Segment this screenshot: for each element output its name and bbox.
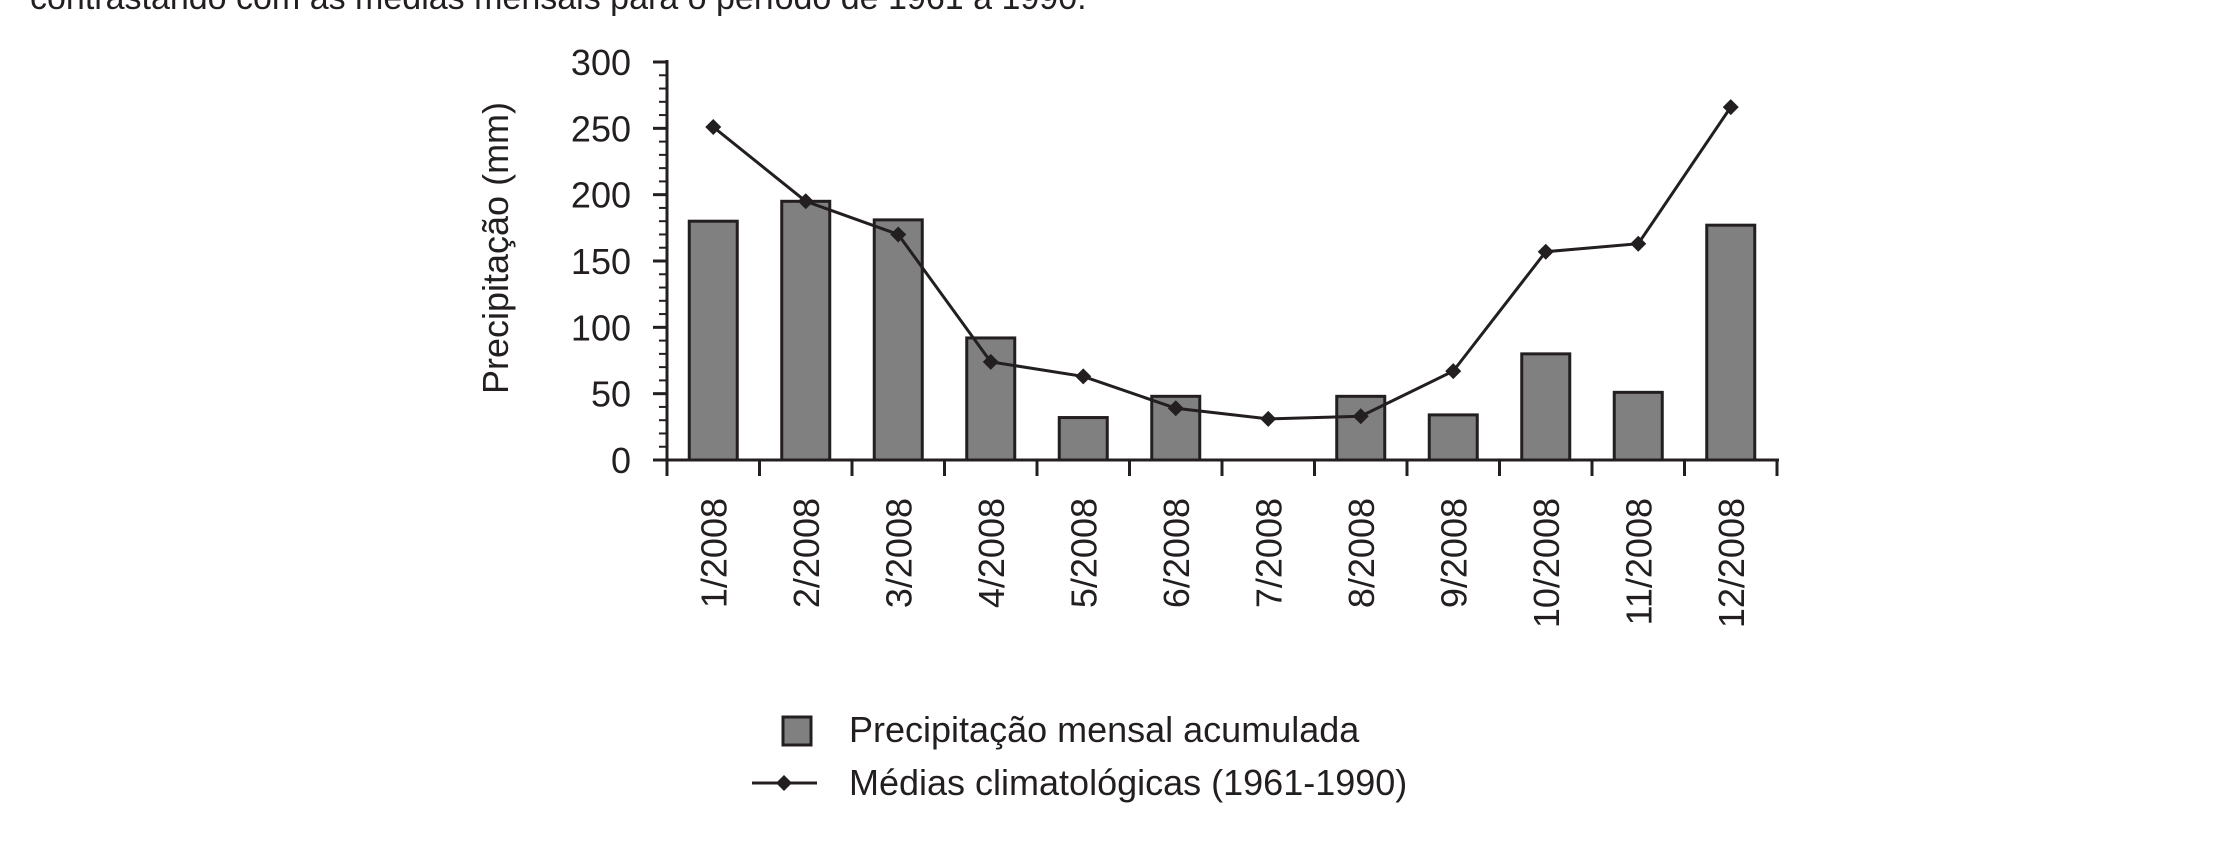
- legend-bar-swatch: [781, 715, 813, 747]
- labels-group: 0 50 100 150 200 250 300 1/2008 2/2008 3/2008 4/20…: [571, 42, 1752, 628]
- y-tick-label-250: 250: [571, 108, 631, 149]
- bar-5/2008: [1057, 416, 1109, 462]
- line-point-2/2008: [797, 193, 814, 210]
- bar-9/2008: [1427, 413, 1479, 462]
- bar-11/2008: [1612, 390, 1664, 462]
- line-point-8/2008: [1352, 408, 1369, 425]
- y-tick-label-150: 150: [571, 241, 631, 282]
- bar-3/2008: [872, 218, 924, 462]
- climatology-line: [712, 106, 1732, 421]
- line-point-3/2008: [890, 226, 907, 243]
- line-point-6/2008: [1167, 400, 1184, 417]
- y-tick-label-300: 300: [571, 42, 631, 83]
- x-tick-label-3/2008: 3/2008: [878, 498, 919, 608]
- bar-2/2008: [780, 199, 832, 462]
- bar-12/2008: [1705, 223, 1757, 462]
- legend-line-marker: [776, 775, 792, 791]
- x-tick-label-10/2008: 10/2008: [1526, 498, 1567, 628]
- bars-group: [687, 199, 1757, 462]
- bar-8/2008: [1335, 394, 1387, 462]
- y-tick-label-0: 0: [611, 440, 631, 481]
- line-point-9/2008: [1445, 363, 1462, 380]
- line-point-4/2008: [982, 353, 999, 370]
- x-tick-label-2/2008: 2/2008: [786, 498, 827, 608]
- line-point-7/2008: [1260, 410, 1277, 427]
- x-tick-label-6/2008: 6/2008: [1156, 498, 1197, 608]
- bar-10/2008: [1520, 352, 1572, 462]
- line-point-1/2008: [705, 119, 722, 136]
- x-tick-label-5/2008: 5/2008: [1063, 498, 1104, 608]
- axes-group: [653, 60, 1779, 476]
- line-point-5/2008: [1075, 368, 1092, 385]
- header-text: contrastando com as médias mensais para …: [30, 0, 1087, 18]
- line-point-12/2008: [1722, 99, 1739, 116]
- x-tick-label-1/2008: 1/2008: [693, 498, 734, 608]
- line-group: [705, 99, 1739, 427]
- x-tick-label-9/2008: 9/2008: [1433, 498, 1474, 608]
- x-tick-label-4/2008: 4/2008: [971, 498, 1012, 608]
- y-axis-label: Precipitação (mm): [475, 102, 516, 394]
- y-tick-label-200: 200: [571, 175, 631, 216]
- line-point-11/2008: [1630, 235, 1647, 252]
- x-tick-label-12/2008: 12/2008: [1711, 498, 1752, 628]
- legend-line-label: Médias climatológicas (1961-1990): [849, 762, 1407, 803]
- bar-1/2008: [687, 219, 739, 462]
- line-point-10/2008: [1537, 243, 1554, 260]
- x-tick-label-8/2008: 8/2008: [1341, 498, 1382, 608]
- legend: Precipitação mensal acumulada Médias cli…: [752, 709, 1407, 803]
- x-tick-label-11/2008: 11/2008: [1618, 498, 1659, 625]
- y-tick-label-50: 50: [591, 374, 631, 415]
- x-tick-label-7/2008: 7/2008: [1248, 498, 1289, 608]
- y-tick-label-100: 100: [571, 307, 631, 348]
- legend-bar-label: Precipitação mensal acumulada: [849, 709, 1360, 750]
